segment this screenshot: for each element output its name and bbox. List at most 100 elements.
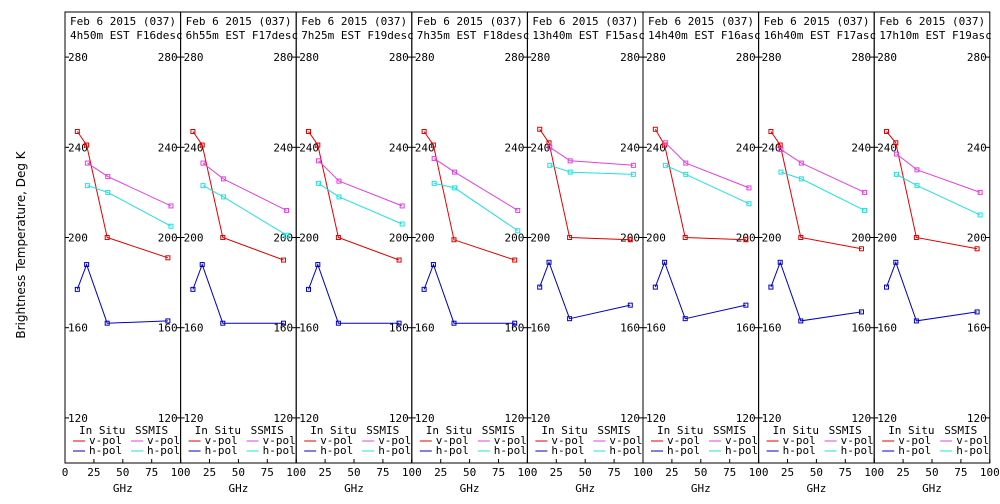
legend-label: h-pol	[551, 444, 584, 457]
x-tick-label: 25	[434, 466, 447, 479]
y-tick-label-right: 120	[158, 412, 178, 425]
data-point	[220, 235, 226, 240]
x-tick-label: 25	[87, 466, 100, 479]
y-tick-label-left: 280	[184, 51, 204, 64]
legend-label: v-pol	[783, 434, 816, 447]
series-line	[780, 171, 865, 211]
y-tick-label-right: 240	[505, 141, 525, 154]
x-tick-label: 100	[517, 466, 537, 479]
data-point	[974, 246, 980, 252]
x-tick-label: 25	[550, 466, 563, 479]
data-point	[768, 129, 774, 135]
series-line	[76, 263, 168, 324]
data-point	[662, 259, 668, 265]
legend-label: v-pol	[494, 434, 527, 447]
y-tick-label-left: 280	[877, 51, 897, 64]
y-tick-label-right: 280	[158, 51, 178, 64]
y-tick-label-right: 160	[851, 322, 871, 335]
legend-label: h-pol	[667, 444, 700, 457]
data-point	[547, 162, 553, 168]
data-point	[431, 180, 437, 186]
data-point	[315, 142, 321, 148]
y-tick-label-left: 240	[184, 141, 204, 154]
x-tick-label: 25	[781, 466, 794, 479]
y-tick-label-left: 200	[299, 232, 319, 245]
series-line	[549, 164, 634, 175]
data-point	[652, 284, 658, 290]
series-line	[770, 260, 862, 322]
data-point	[190, 286, 196, 292]
x-tick-label: 25	[896, 466, 909, 479]
data-point	[451, 237, 457, 243]
data-point	[913, 318, 919, 324]
data-point	[894, 171, 900, 177]
data-point	[894, 151, 900, 157]
x-axis-label: GHz	[806, 482, 826, 495]
panel-1: Feb 6 2015 (037)4h50m EST F16desc 120 120 1…	[62, 11, 191, 495]
data-point	[315, 262, 321, 268]
legend-label: h-pol	[378, 444, 411, 457]
data-point	[200, 160, 206, 166]
data-point	[200, 183, 206, 189]
y-tick-label-right: 240	[389, 141, 409, 154]
y-tick-label-left: 240	[877, 141, 897, 154]
data-point	[567, 235, 573, 240]
legend-heading-ssmis: SSMIS	[135, 424, 168, 437]
data-point	[977, 189, 983, 195]
data-point	[974, 309, 980, 315]
legend-label: h-pol	[89, 444, 122, 457]
legend-label: v-pol	[263, 434, 296, 447]
legend-label: h-pol	[263, 444, 296, 457]
data-point	[777, 259, 783, 265]
series-line	[318, 182, 403, 225]
legend-label: h-pol	[609, 444, 642, 457]
series-line	[539, 129, 631, 241]
y-tick-label-left: 200	[415, 232, 435, 245]
data-point	[396, 320, 402, 326]
y-tick-label-left: 200	[530, 232, 550, 245]
series-line	[886, 260, 978, 322]
data-point	[914, 183, 920, 189]
y-tick-label-right: 160	[967, 322, 987, 335]
x-tick-label: 50	[347, 466, 360, 479]
x-tick-label: 75	[839, 466, 852, 479]
y-tick-label-right: 280	[967, 51, 987, 64]
panel-title: Feb 6 2015 (037)	[879, 15, 985, 28]
data-point	[165, 318, 171, 324]
y-tick-label-right: 200	[158, 232, 178, 245]
legend-label: h-pol	[725, 444, 758, 457]
data-point	[165, 255, 171, 261]
y-tick-label-right: 200	[505, 232, 525, 245]
legend-label: v-pol	[609, 434, 642, 447]
data-point	[627, 302, 633, 308]
y-tick-label-right: 280	[736, 51, 756, 64]
y-tick-label-right: 280	[851, 51, 871, 64]
legend-label: h-pol	[898, 444, 931, 457]
y-tick-label-left: 160	[415, 322, 435, 335]
data-point	[168, 223, 174, 229]
x-tick-label: 25	[665, 466, 678, 479]
legend-label: v-pol	[89, 434, 122, 447]
data-point	[220, 320, 226, 326]
x-axis-label: GHz	[691, 482, 711, 495]
data-point	[567, 158, 573, 164]
x-tick-label: 25	[318, 466, 331, 479]
panel-title: Feb 6 2015 (037)	[70, 15, 176, 28]
data-point	[858, 309, 864, 315]
y-tick-label-left: 280	[530, 51, 550, 64]
data-point	[768, 284, 774, 290]
data-point	[515, 207, 521, 213]
y-tick-label-left: 280	[646, 51, 666, 64]
y-tick-label-left: 160	[299, 322, 319, 335]
x-tick-label: 100	[749, 466, 769, 479]
panel-subtitle: 7h35m EST F18desc	[417, 29, 530, 42]
y-tick-label-left: 160	[68, 322, 88, 335]
data-point	[630, 171, 636, 177]
series-line	[896, 173, 981, 216]
data-point	[335, 235, 341, 240]
data-point	[884, 129, 890, 135]
data-point	[421, 129, 427, 135]
legend-label: v-pol	[378, 434, 411, 447]
data-point	[74, 286, 80, 292]
y-tick-label-right: 160	[505, 322, 525, 335]
